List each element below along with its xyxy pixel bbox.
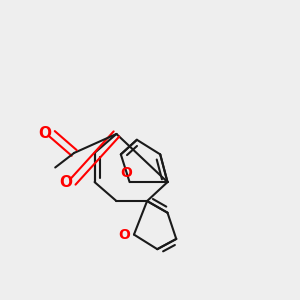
Text: O: O (59, 175, 72, 190)
Text: O: O (118, 228, 130, 242)
Text: O: O (38, 127, 52, 142)
Text: O: O (121, 166, 133, 180)
